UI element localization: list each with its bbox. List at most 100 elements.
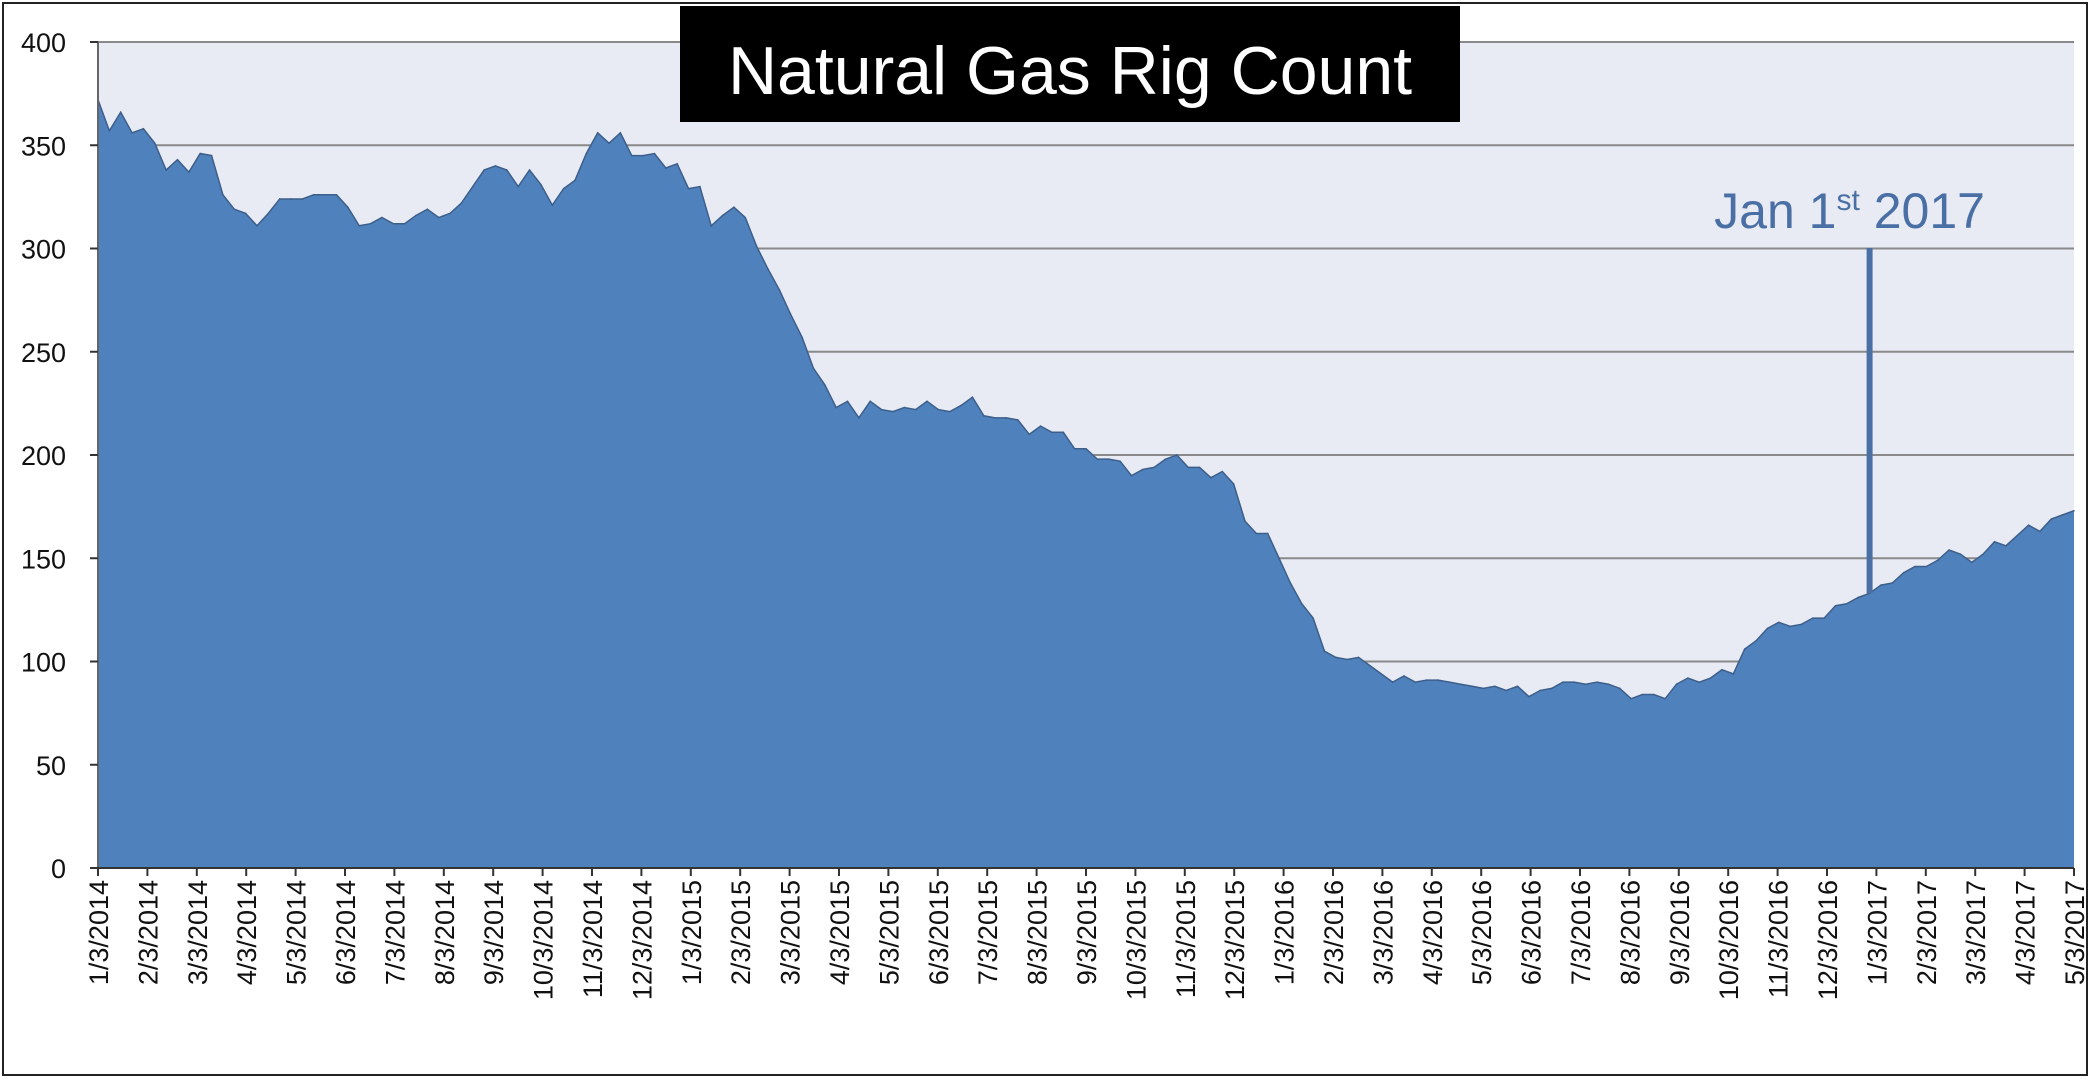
annotation-text: Jan 1 (1714, 183, 1836, 239)
data-point (1698, 681, 1701, 683)
data-point (494, 165, 497, 167)
data-point (1777, 621, 1780, 624)
x-tick-label: 1/3/2015 (677, 880, 707, 985)
data-point (199, 152, 202, 155)
data-point (642, 154, 644, 157)
data-point (1653, 693, 1655, 696)
data-point (267, 212, 270, 215)
data-point (1857, 596, 1860, 599)
data-point (1369, 664, 1371, 667)
data-point (1755, 640, 1757, 642)
x-tick-label: 9/3/2016 (1665, 880, 1695, 985)
data-point (244, 212, 247, 215)
data-point (119, 111, 122, 114)
data-point (1993, 540, 1996, 543)
data-point (1505, 689, 1507, 692)
data-point (869, 400, 872, 403)
data-point (347, 206, 349, 208)
data-point (483, 169, 485, 171)
x-tick-label: 11/3/2014 (578, 880, 608, 998)
data-point (222, 194, 224, 196)
data-point (1096, 458, 1099, 460)
x-tick-label: 3/3/2015 (776, 880, 806, 985)
x-tick-label: 4/3/2015 (825, 880, 855, 985)
data-point (1210, 476, 1212, 479)
data-point (1709, 677, 1712, 679)
data-point (948, 410, 951, 413)
x-tick-label: 10/3/2014 (529, 880, 559, 1000)
x-tick-label: 11/3/2016 (1764, 880, 1794, 998)
data-point (1618, 687, 1621, 690)
data-point (188, 171, 190, 173)
chart-title: Natural Gas Rig Count (728, 33, 1412, 109)
data-point (1743, 648, 1746, 650)
data-point (131, 132, 133, 134)
data-point (335, 194, 338, 196)
data-point (437, 216, 440, 219)
area-chart: 0 50 100 150 200 250 300 350 400 1/3/2014 2/3/201… (21, 6, 2090, 1000)
x-tick-label: 7/3/2015 (973, 880, 1003, 985)
data-point (1278, 557, 1280, 560)
x-tick-label: 12/3/2016 (1813, 880, 1843, 1000)
data-point (994, 417, 996, 419)
data-point (1391, 681, 1394, 683)
data-point (1891, 582, 1894, 584)
x-tick-label: 1/3/2017 (1862, 880, 1892, 985)
data-point (665, 167, 667, 169)
data-point (1880, 584, 1882, 586)
data-point (1459, 683, 1462, 686)
area-series-fill (98, 99, 2074, 868)
x-tick-label: 10/3/2015 (1121, 880, 1151, 1000)
x-tick-label: 4/3/2014 (232, 880, 262, 985)
data-point (142, 127, 145, 130)
data-point (1187, 466, 1190, 469)
x-tick-label: 8/3/2016 (1615, 880, 1645, 985)
data-point (596, 132, 599, 134)
data-point (153, 142, 156, 144)
data-point (710, 224, 713, 227)
data-point (1039, 425, 1042, 427)
data-point (1357, 656, 1360, 659)
data-point (1425, 679, 1428, 681)
area-series-layer (97, 99, 2075, 868)
y-tick-label: 0 (51, 854, 66, 884)
data-point (653, 152, 656, 155)
data-point (1153, 466, 1155, 469)
x-tick-label: 3/3/2014 (183, 880, 213, 985)
data-point (2027, 524, 2030, 527)
data-point (324, 194, 326, 196)
data-point (1970, 561, 1973, 564)
data-point (1925, 565, 1928, 568)
data-point (1005, 417, 1008, 419)
data-point (1494, 685, 1496, 688)
data-point (1130, 474, 1133, 477)
x-tick-label: 2/3/2017 (1912, 880, 1942, 985)
y-axis-ticks: 0 50 100 150 200 250 300 350 400 (21, 28, 98, 884)
data-point (971, 396, 974, 398)
x-tick-label: 1/3/2014 (84, 880, 114, 985)
data-point (1641, 693, 1644, 696)
data-point (517, 185, 519, 188)
data-point (312, 194, 315, 196)
data-point (403, 222, 406, 225)
data-point (449, 212, 451, 215)
data-point (369, 222, 372, 225)
data-point (903, 406, 906, 409)
y-tick-label: 350 (21, 131, 66, 161)
data-point (687, 187, 690, 190)
data-point (1902, 571, 1905, 574)
data-point (1085, 448, 1087, 450)
data-point (1403, 675, 1405, 677)
x-tick-label: 9/3/2014 (479, 880, 509, 985)
data-point (1721, 668, 1723, 671)
x-axis-ticks: 1/3/2014 2/3/2014 3/3/2014 4/3/2014 5/3/2014… (84, 868, 2090, 1000)
x-tick-label: 8/3/2015 (1023, 880, 1053, 985)
data-point (608, 142, 610, 144)
data-point (1323, 650, 1326, 652)
annotation-year: 2017 (1874, 183, 1985, 239)
data-point (1516, 685, 1519, 688)
data-point (1573, 681, 1576, 683)
data-point (176, 158, 179, 161)
data-point (381, 216, 383, 219)
data-point (1244, 520, 1246, 522)
